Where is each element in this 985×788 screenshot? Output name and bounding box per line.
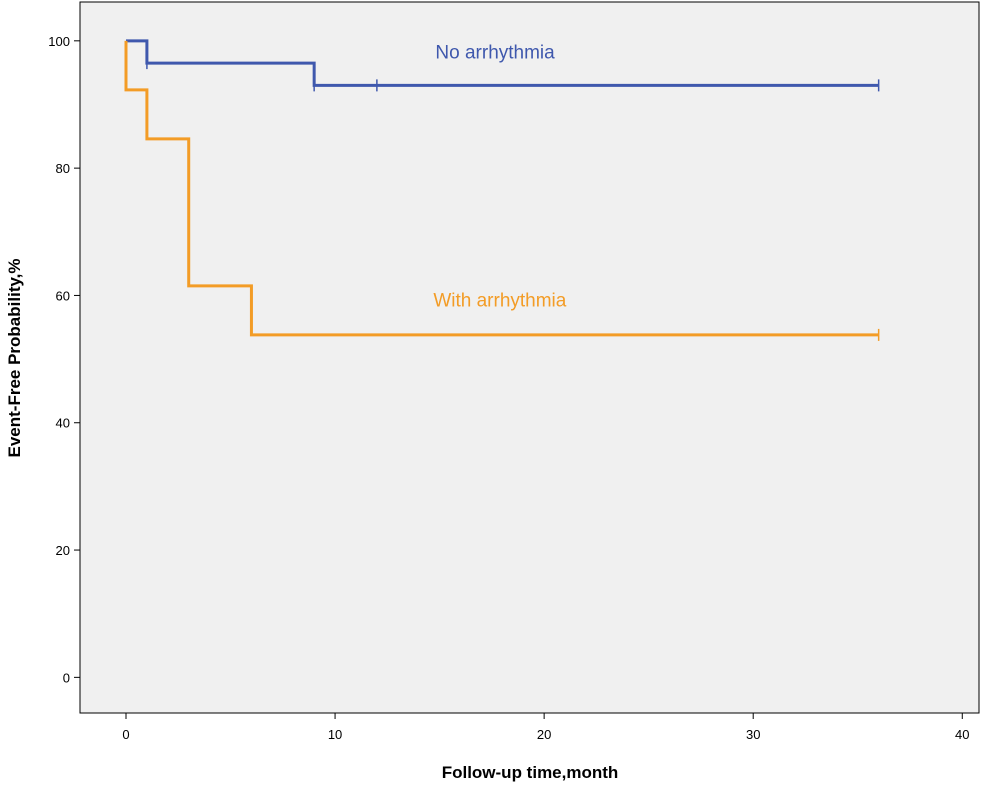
no-arrhythmia-survival-line — [125, 39, 879, 87]
with-arrhythmia-survival-line — [124, 40, 879, 337]
plot-area — [79, 1, 980, 714]
y-tick-label: 80 — [56, 161, 70, 176]
y-tick-label: 0 — [63, 670, 70, 685]
y-tick-label: 40 — [56, 416, 70, 431]
series-layer: No arrhythmia With arrhythmia — [124, 39, 880, 341]
no-arrhythmia-label: No arrhythmia — [435, 43, 555, 64]
y-tick-label: 20 — [56, 543, 70, 558]
y-axis-title: Event-Free Probability,% — [5, 258, 24, 457]
axes: 0 10 20 30 40 0 20 40 60 80 100 — [48, 34, 969, 742]
y-tick-label: 60 — [56, 288, 70, 303]
with-arrhythmia-label: With arrhythmia — [433, 290, 566, 311]
x-tick-label: 40 — [955, 727, 969, 742]
y-tick-label: 100 — [48, 34, 70, 49]
x-tick-label: 30 — [746, 727, 760, 742]
x-axis-title: Follow-up time,month — [442, 763, 619, 782]
x-tick-label: 20 — [537, 727, 551, 742]
x-tick-label: 0 — [122, 727, 129, 742]
x-tick-label: 10 — [328, 727, 342, 742]
